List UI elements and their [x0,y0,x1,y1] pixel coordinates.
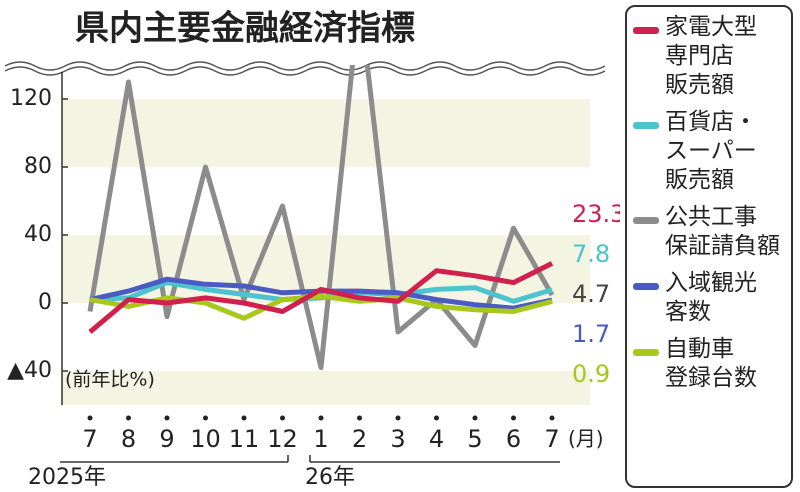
axis-break [4,66,606,76]
series-line [88,261,554,334]
grid-band [62,371,590,405]
legend-entry: 自動車 登録台数 [633,335,787,393]
y-tick-label: 80 [24,154,52,179]
x-tick-label: 7 [544,425,559,453]
legend-label: 入域観光 客数 [665,270,757,325]
x-tick-dot [203,415,208,421]
x-tick-label: 5 [467,425,482,453]
legend-label: 家電大型 専門店 販売額 [665,14,757,98]
legend: 家電大型 専門店 販売額 百貨店・ スーパー 販売額公共工事 保証請負額 入域観光 … [625,5,793,488]
x-tick-label: 10 [190,425,221,453]
x-tick-dot [318,415,324,421]
legend-label: 自動車 登録台数 [665,336,757,391]
x-axis-label: (月) [568,427,604,451]
x-tick-dot [395,415,401,421]
x-tick-dot [511,415,516,421]
y-tick-label: 40 [24,222,52,247]
chart-title: 県内主要金融経済指標 [75,9,415,49]
y-tick-label: 120 [10,86,52,111]
x-tick-label: 3 [390,425,405,453]
x-tick-label: 9 [159,425,174,453]
x-tick-dot [357,415,362,421]
x-tick-label: 11 [229,425,260,453]
x-tick-dot [126,415,131,421]
series-line [87,65,555,371]
x-tick-label: 4 [429,425,444,453]
chart: 県内主要金融経済指標 (前年比%) 2025年 26年 (月) ▲4004080… [4,9,620,490]
end-value-label: 4.7 [572,280,610,308]
legend-swatch [633,27,659,34]
legend-swatch [633,217,659,224]
legend-swatch [633,349,659,356]
x-tick-dot [434,415,439,421]
y-tick-label: ▲40 [7,358,52,383]
x-tick-dot [280,415,285,421]
end-value-label: 0.9 [572,360,610,388]
legend-swatch [633,122,659,129]
x-tick-dot [472,415,478,421]
grid-band [62,99,590,167]
x-tick-label: 7 [82,425,97,453]
end-value-label: 1.7 [572,320,610,348]
legend-entry: 百貨店・ スーパー 販売額 [633,108,787,195]
legend-entry: 入域観光 客数 [633,269,787,327]
x-tick-dot [549,415,555,421]
end-value-label: 23.3 [572,200,620,228]
x-tick-label: 6 [506,425,521,453]
legend-entry: 公共工事 保証請負額 [633,203,787,261]
legend-label: 公共工事 保証請負額 [665,204,780,259]
x-tick-dot [87,415,93,421]
legend-entry: 家電大型 専門店 販売額 [633,13,787,100]
y-axis-label: (前年比%) [65,369,155,391]
x-tick-label: 12 [267,425,298,453]
end-value-label: 7.8 [572,240,610,268]
year-label: 26年 [305,465,355,490]
x-tick-dot [164,415,170,421]
series-line [89,293,553,321]
legend-label: 百貨店・ スーパー 販売額 [665,109,757,193]
x-tick-dot [241,415,247,421]
axis-break [4,61,606,71]
x-tick-label: 1 [313,425,328,453]
y-tick-label: 0 [38,290,52,315]
x-tick-label: 2 [352,425,367,453]
year-label: 2025年 [28,465,106,490]
x-tick-label: 8 [121,425,136,453]
legend-swatch [633,283,659,290]
